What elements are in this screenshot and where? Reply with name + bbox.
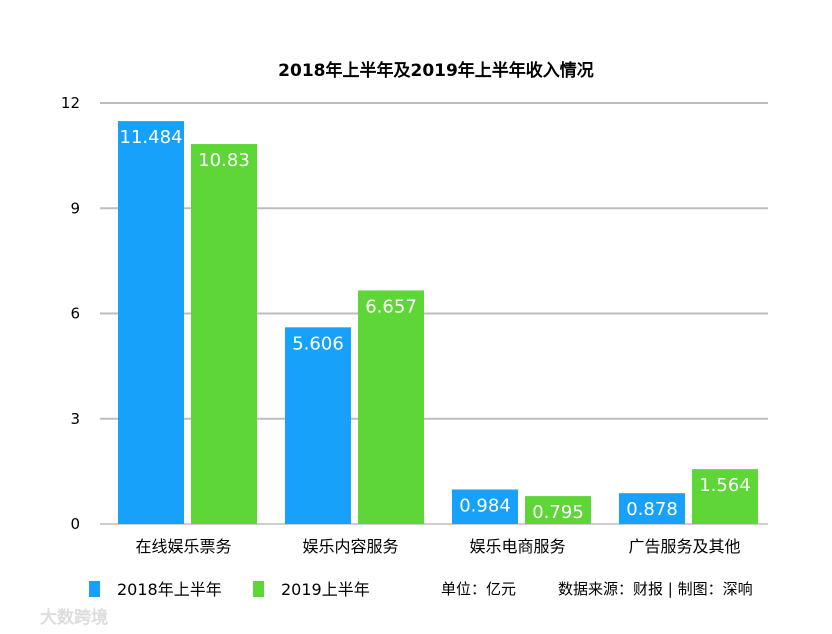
data-label: 0.878 [626,499,678,520]
bar [525,496,591,524]
x-tick-label: 在线娱乐票务 [135,537,231,556]
y-tick-label: 3 [70,410,80,428]
source-note: 数据来源：财报 | 制图：深响 [558,580,753,598]
legend-swatch [253,581,264,597]
bar [619,493,685,524]
data-label: 11.484 [120,127,183,148]
y-tick-label: 0 [70,515,80,533]
bar [692,469,758,524]
y-tick-label: 6 [70,305,80,323]
bar [118,121,184,524]
bar [358,290,424,524]
data-label: 5.606 [292,333,344,354]
data-label: 0.795 [532,502,584,523]
x-tick-label: 广告服务及其他 [628,537,740,556]
legend-swatch [89,581,100,597]
y-tick-label: 9 [70,199,80,217]
data-label: 10.83 [198,150,250,171]
bar [285,327,351,524]
bar [191,144,257,525]
data-label: 0.984 [459,495,511,516]
chart-title: 2018年上半年及2019年上半年收入情况 [278,60,594,81]
x-tick-label: 娱乐内容服务 [302,537,398,556]
data-label: 1.564 [699,475,751,496]
bar [452,489,518,524]
legend-label: 2019上半年 [281,580,370,599]
watermark: 大数跨境 [40,607,108,628]
legend-label: 2018年上半年 [117,580,222,599]
x-tick-label: 娱乐电商服务 [469,537,565,556]
unit-note: 单位：亿元 [441,580,516,598]
data-label: 6.657 [365,296,417,317]
y-tick-label: 12 [61,94,80,112]
